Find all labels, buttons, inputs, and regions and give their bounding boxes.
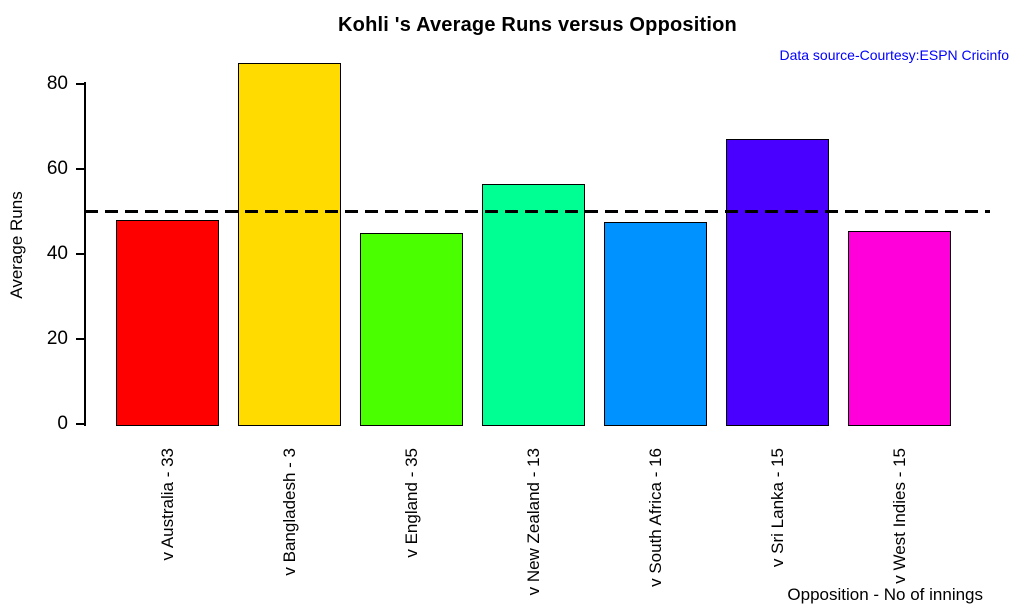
y-tick-mark-40: [76, 253, 84, 255]
x-category-label-7: v West Indies - 15: [889, 448, 909, 584]
reference-line: [85, 210, 990, 213]
bar-5: [604, 222, 707, 426]
y-tick-label-80: 80: [46, 73, 68, 94]
y-tick-label-40: 40: [46, 243, 68, 264]
bar-2: [238, 62, 341, 426]
bar-7: [848, 230, 951, 426]
data-source-note: Data source-Courtesy:ESPN Cricinfo: [779, 47, 1009, 63]
y-axis-line: [84, 82, 86, 426]
bar-6: [726, 139, 829, 426]
y-tick-mark-20: [76, 338, 84, 340]
x-category-label-6: v Sri Lanka - 15: [767, 448, 787, 568]
y-tick-mark-60: [76, 168, 84, 170]
y-tick-label-60: 60: [46, 158, 68, 179]
x-category-label-4: v New Zealand - 13: [523, 448, 543, 596]
y-tick-label-20: 20: [46, 328, 68, 349]
x-category-label-3: v England - 35: [401, 448, 421, 558]
x-category-label-2: v Bangladesh - 3: [279, 448, 299, 576]
x-category-label-5: v South Africa - 16: [645, 448, 665, 587]
y-tick-mark-80: [76, 83, 84, 85]
chart-title: Kohli 's Average Runs versus Opposition: [338, 14, 737, 36]
y-tick-label-0: 0: [57, 413, 68, 434]
x-axis-title: Opposition - No of innings: [787, 585, 983, 604]
bar-4: [482, 183, 585, 426]
bar-1: [116, 220, 219, 426]
x-category-label-1: v Australia - 33: [157, 448, 177, 561]
y-tick-mark-0: [76, 423, 84, 425]
bar-3: [360, 232, 463, 426]
